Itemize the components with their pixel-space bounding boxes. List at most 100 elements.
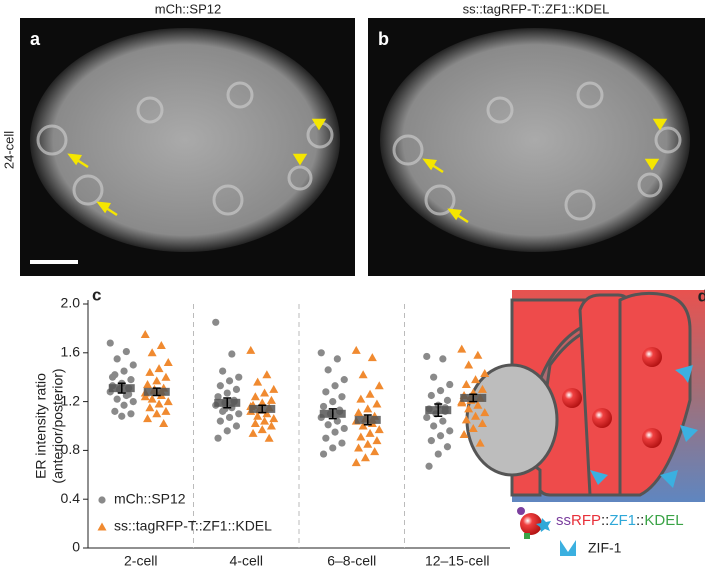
y-tick-label: 0 xyxy=(72,539,80,555)
data-point xyxy=(480,408,490,417)
data-point xyxy=(161,406,171,415)
data-point xyxy=(356,394,366,403)
data-point xyxy=(459,430,469,439)
data-point xyxy=(260,416,270,425)
legend-part: :: xyxy=(601,512,609,529)
data-point xyxy=(471,375,481,384)
data-point xyxy=(333,355,341,363)
nuclei xyxy=(392,81,682,221)
data-point xyxy=(154,364,164,373)
data-point xyxy=(363,404,373,413)
legend-label: ssRFP::ZF1::KDEL xyxy=(556,512,684,529)
data-point xyxy=(250,419,260,428)
data-point xyxy=(111,407,119,415)
y-axis-label: (anterior/posterior) xyxy=(50,368,66,483)
data-point xyxy=(266,421,276,430)
data-point xyxy=(351,458,361,467)
data-point xyxy=(127,376,135,384)
x-tick-label: 4-cell xyxy=(230,553,263,569)
data-point xyxy=(436,432,445,440)
panel-label: c xyxy=(92,285,101,304)
data-point xyxy=(443,396,452,404)
data-point xyxy=(129,361,137,369)
data-point xyxy=(154,399,164,408)
y-tick-label: 1.2 xyxy=(61,392,81,408)
data-point xyxy=(436,387,445,395)
legend-label: mCh::SP12 xyxy=(114,491,186,507)
data-point xyxy=(356,432,366,441)
data-point xyxy=(216,417,224,425)
data-point xyxy=(127,410,135,418)
data-point xyxy=(147,394,157,403)
data-point xyxy=(374,425,384,434)
data-point xyxy=(430,373,438,381)
data-point xyxy=(269,414,279,423)
data-point xyxy=(225,413,234,422)
legend-part: KDEL xyxy=(644,512,683,529)
data-point xyxy=(140,330,150,338)
data-point xyxy=(269,384,279,393)
data-point xyxy=(338,439,346,447)
data-point xyxy=(331,382,339,390)
data-point xyxy=(464,404,474,413)
data-point xyxy=(152,376,162,385)
data-point xyxy=(338,393,346,401)
data-point xyxy=(324,421,332,429)
data-point xyxy=(253,377,263,386)
diagram: d ssRFP::ZF1::KDEL ZIF-1 xyxy=(465,286,705,556)
y-tick-label: 1.6 xyxy=(61,344,81,360)
data-point xyxy=(225,377,234,385)
error-bar xyxy=(152,387,161,397)
data-point xyxy=(322,388,330,396)
data-point xyxy=(248,428,258,437)
row-label: 24-cell xyxy=(1,131,16,169)
error-bar xyxy=(363,414,372,426)
arrows xyxy=(422,118,668,224)
data-point xyxy=(372,399,382,408)
data-point xyxy=(358,370,368,379)
data-point xyxy=(257,398,267,407)
error-bar xyxy=(223,397,232,409)
data-point xyxy=(370,447,380,456)
data-point xyxy=(473,350,483,359)
data-point xyxy=(423,352,431,361)
data-point xyxy=(434,450,442,458)
data-point xyxy=(354,443,364,452)
data-point xyxy=(427,391,435,400)
data-point xyxy=(214,434,222,442)
data-point xyxy=(262,370,272,379)
data-point xyxy=(228,350,236,358)
data-point xyxy=(427,437,435,445)
data-point xyxy=(232,422,241,430)
legend-part: RFP xyxy=(571,512,601,529)
data-point xyxy=(446,427,454,435)
arrows xyxy=(67,118,327,217)
data-point xyxy=(156,340,166,349)
legend-marker xyxy=(98,496,106,504)
data-point xyxy=(354,408,364,417)
legend-part: :: xyxy=(636,512,644,529)
data-point xyxy=(439,417,447,425)
x-tick-label: 6–8-cell xyxy=(327,553,376,569)
data-point xyxy=(480,369,490,378)
legend-label: ss::tagRFP-T::ZF1::KDEL xyxy=(114,518,272,534)
legend-part: ss xyxy=(556,512,571,529)
data-point xyxy=(264,433,274,442)
data-point xyxy=(425,462,433,470)
data-point xyxy=(324,366,332,374)
data-point xyxy=(322,434,330,442)
data-point xyxy=(443,443,452,451)
data-point xyxy=(457,344,467,353)
data-point xyxy=(319,402,328,411)
legend-part: ZF1 xyxy=(609,512,636,529)
data-point xyxy=(266,395,276,404)
y-tick-label: 0.8 xyxy=(61,441,81,457)
data-point xyxy=(372,436,382,445)
panel-label: b xyxy=(378,29,389,49)
data-point xyxy=(223,427,231,435)
error-bar xyxy=(117,382,126,394)
data-point xyxy=(113,355,121,363)
data-point xyxy=(331,428,339,436)
data-point xyxy=(223,389,231,397)
